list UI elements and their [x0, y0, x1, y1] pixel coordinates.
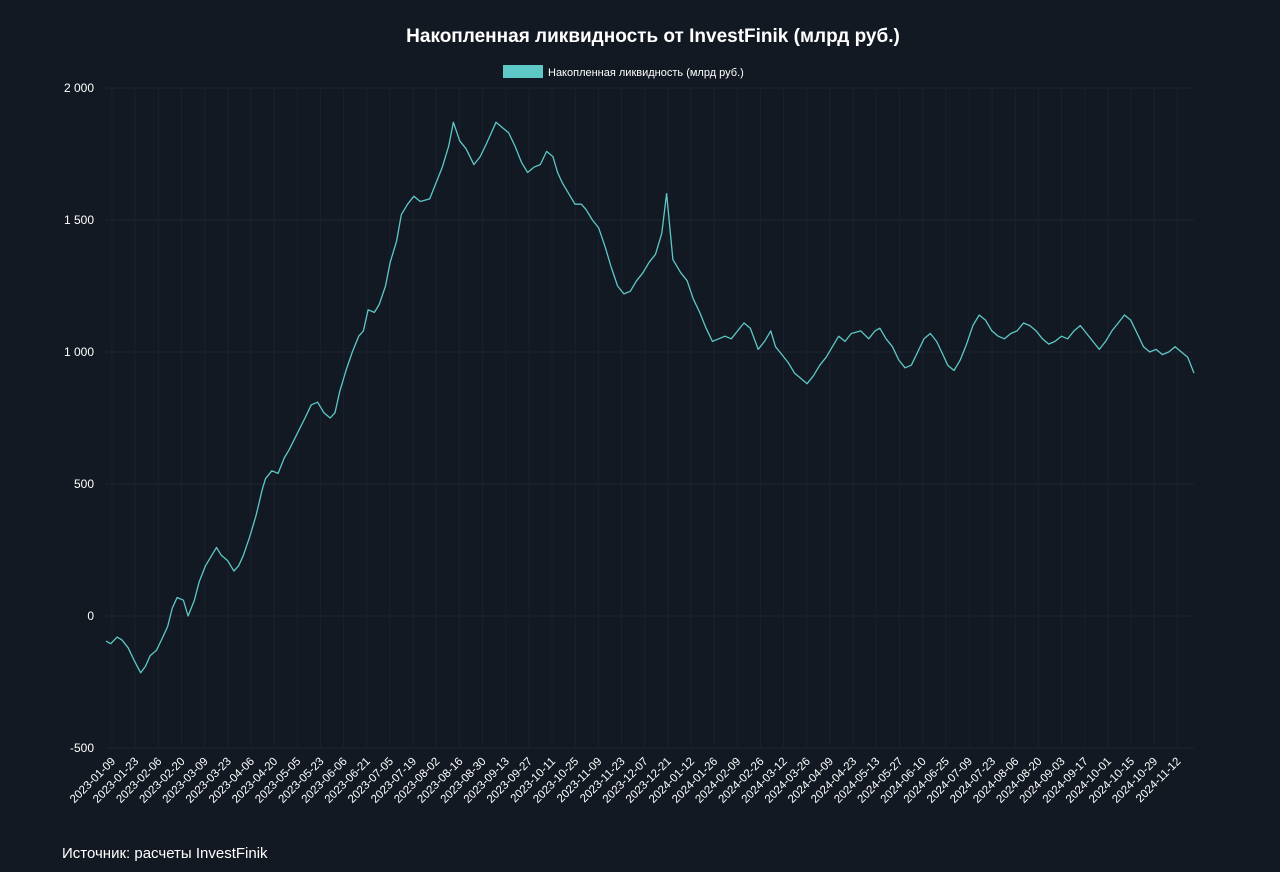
chart-title: Накопленная ликвидность от InvestFinik (… [406, 26, 900, 47]
y-tick-label: 2 000 [64, 81, 94, 95]
x-gridlines [111, 88, 1178, 748]
x-axis: 2023-01-092023-01-232023-02-062023-02-20… [68, 756, 1183, 806]
y-tick-label: 0 [87, 609, 94, 623]
y-gridlines [106, 87, 1194, 749]
series-line-liquidity [105, 121, 1195, 674]
legend-label: Накопленная ликвидность (млрд руб.) [548, 67, 744, 79]
legend[interactable]: Накопленная ликвидность (млрд руб.) [503, 65, 744, 79]
legend-swatch [503, 65, 543, 78]
y-tick-label: -500 [70, 741, 94, 755]
y-tick-label: 500 [74, 477, 94, 491]
source-note: Источник: расчеты InvestFinik [62, 845, 268, 862]
y-axis: -500 0 500 1 000 1 500 2 000 [64, 81, 94, 755]
y-tick-label: 1 500 [64, 213, 94, 227]
y-tick-label: 1 000 [64, 345, 94, 359]
